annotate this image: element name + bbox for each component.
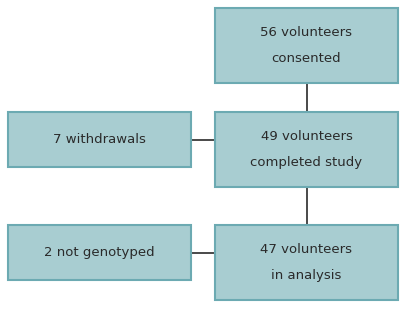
FancyBboxPatch shape bbox=[215, 112, 398, 187]
Text: 47 volunteers: 47 volunteers bbox=[261, 243, 353, 256]
FancyBboxPatch shape bbox=[8, 225, 191, 280]
Text: 56 volunteers: 56 volunteers bbox=[261, 26, 353, 39]
FancyBboxPatch shape bbox=[215, 225, 398, 300]
Text: 7 withdrawals: 7 withdrawals bbox=[53, 133, 146, 146]
Text: in analysis: in analysis bbox=[271, 269, 342, 282]
Text: 49 volunteers: 49 volunteers bbox=[261, 130, 353, 143]
Text: 2 not genotyped: 2 not genotyped bbox=[44, 246, 155, 259]
FancyBboxPatch shape bbox=[8, 112, 191, 167]
Text: consented: consented bbox=[272, 52, 341, 65]
Text: completed study: completed study bbox=[250, 156, 363, 169]
FancyBboxPatch shape bbox=[215, 8, 398, 83]
